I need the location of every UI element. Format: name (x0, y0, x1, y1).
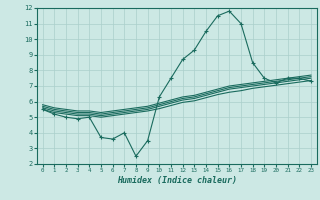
X-axis label: Humidex (Indice chaleur): Humidex (Indice chaleur) (117, 176, 237, 185)
